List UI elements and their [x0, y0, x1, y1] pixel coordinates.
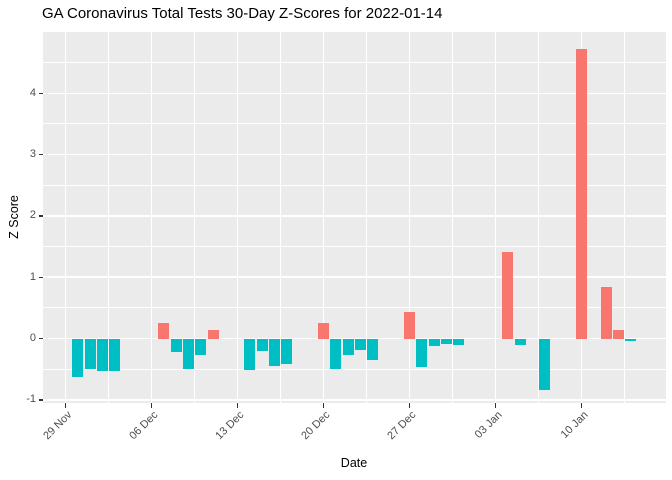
y-axis-title: Z Score	[7, 195, 21, 239]
x-tick-label: 10 Jan	[558, 409, 591, 441]
major-gridline	[42, 399, 666, 401]
bar	[404, 312, 416, 339]
y-tick-label: 1	[29, 270, 36, 283]
x-tick-mark	[64, 403, 67, 408]
bar	[256, 338, 268, 352]
bar	[109, 338, 121, 372]
y-tick-label: 3	[29, 148, 36, 161]
minor-gridline	[42, 246, 666, 248]
y-tick-mark	[38, 399, 43, 401]
minor-gridline	[108, 32, 110, 403]
minor-gridline	[194, 32, 196, 403]
major-gridline	[42, 337, 666, 340]
x-tick-mark	[494, 403, 497, 408]
bar	[97, 338, 109, 372]
major-gridline	[42, 215, 666, 217]
minor-gridline	[42, 368, 666, 370]
bar	[207, 330, 219, 339]
x-tick-mark	[236, 403, 239, 408]
bar	[539, 338, 551, 390]
y-tick-label: -1	[26, 393, 36, 406]
minor-gridline	[624, 32, 626, 403]
bar	[318, 323, 330, 339]
major-gridline	[236, 32, 239, 403]
minor-gridline	[42, 184, 666, 186]
bar	[195, 338, 207, 356]
x-tick-mark	[580, 403, 583, 408]
x-tick-label: 06 Dec	[127, 409, 161, 443]
y-tick-mark	[38, 337, 43, 340]
y-tick-mark	[38, 276, 43, 279]
bar	[355, 338, 367, 350]
x-axis-title: Date	[340, 456, 368, 470]
y-tick-label: 0	[29, 332, 36, 345]
plot-panel	[42, 32, 666, 403]
major-gridline	[64, 32, 67, 403]
x-tick-mark	[322, 403, 325, 408]
bar	[244, 338, 256, 371]
bar	[183, 338, 195, 370]
x-tick-label: 29 Nov	[41, 409, 75, 443]
y-tick-mark	[38, 153, 43, 156]
minor-gridline	[538, 32, 540, 403]
bar	[576, 49, 588, 339]
minor-gridline	[452, 32, 454, 403]
bar	[170, 338, 182, 353]
bar	[84, 338, 96, 369]
x-tick-label: 20 Dec	[299, 409, 333, 443]
bar	[428, 338, 440, 346]
major-gridline	[150, 32, 153, 403]
bar	[416, 338, 428, 368]
bar	[625, 338, 637, 342]
bar	[72, 338, 84, 377]
minor-gridline	[42, 62, 666, 64]
bar	[453, 338, 465, 346]
bar	[342, 338, 354, 355]
minor-gridline	[42, 123, 666, 125]
x-tick-label: 03 Jan	[472, 409, 505, 441]
bar	[269, 338, 281, 366]
chart-title: GA Coronavirus Total Tests 30-Day Z-Scor…	[42, 5, 443, 22]
bar	[330, 338, 342, 369]
major-gridline	[42, 276, 666, 279]
bar	[600, 287, 612, 339]
major-gridline	[42, 153, 666, 156]
bar	[613, 330, 625, 339]
major-gridline	[408, 32, 411, 403]
bar	[281, 338, 293, 364]
major-gridline	[494, 32, 497, 403]
y-tick-mark	[38, 215, 43, 217]
x-tick-mark	[150, 403, 153, 408]
bar	[441, 338, 453, 344]
bar	[502, 252, 514, 339]
major-gridline	[322, 32, 325, 403]
x-tick-label: 13 Dec	[213, 409, 247, 443]
bar	[514, 338, 526, 345]
x-tick-label: 27 Dec	[385, 409, 419, 443]
bar	[158, 322, 170, 339]
y-tick-label: 2	[29, 209, 36, 222]
minor-gridline	[42, 307, 666, 309]
bar	[367, 338, 379, 361]
major-gridline	[42, 92, 666, 95]
minor-gridline	[280, 32, 282, 403]
y-tick-mark	[38, 92, 43, 95]
y-tick-label: 4	[29, 86, 36, 99]
x-tick-mark	[408, 403, 411, 408]
minor-gridline	[366, 32, 368, 403]
